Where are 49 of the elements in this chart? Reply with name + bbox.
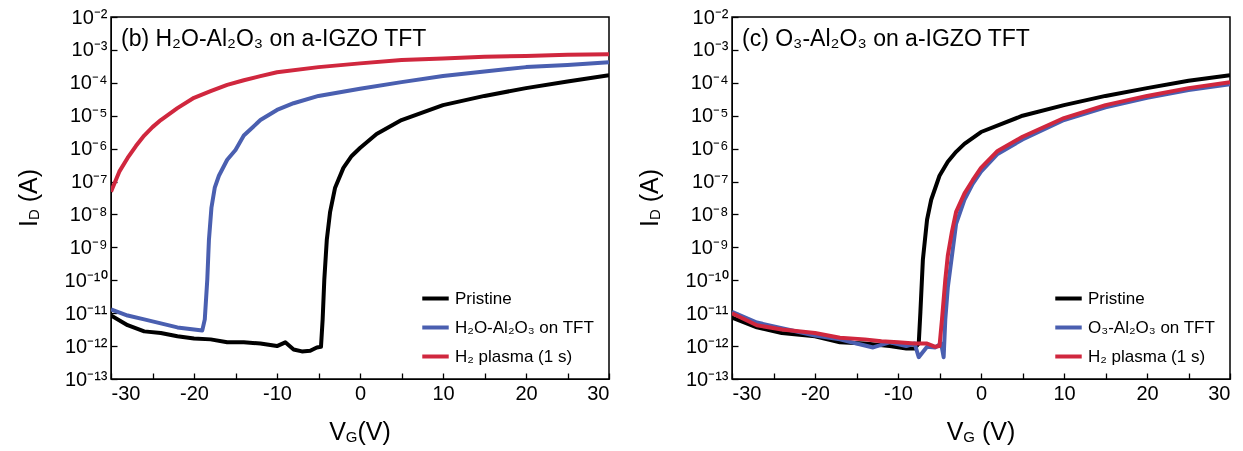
x-tick-label: -30 [732, 381, 762, 404]
y-tick-label: 10⁻¹² [685, 334, 729, 357]
legend-label: Pristine [1088, 288, 1145, 308]
y-tick-label: 10⁻⁹ [690, 235, 729, 258]
x-tick-label: -10 [884, 381, 913, 404]
x-tick-label: 0 [354, 381, 367, 404]
x-tick-label: 10 [432, 381, 455, 404]
y-tick-label: 10⁻⁸ [690, 202, 729, 225]
y-tick-label: 10⁻⁸ [69, 202, 108, 225]
y-tick-label: 10⁻¹¹ [64, 301, 108, 324]
y-tick-label: 10⁻⁷ [71, 170, 108, 193]
x-tick-label: -20 [180, 381, 209, 404]
y-tick-label: 10⁻¹⁰ [685, 268, 729, 291]
y-tick-label: 10⁻¹¹ [685, 301, 729, 324]
legend-label: H₂O-Al₂O₃ on TFT [455, 317, 594, 337]
y-tick-label: 10⁻³ [71, 38, 108, 61]
y-tick-label: 10⁻⁴ [690, 71, 729, 94]
line-series [111, 52, 609, 194]
x-axis-title: V$_{G}$(V) [329, 417, 391, 446]
legend-label: H₂ plasma (1 s) [1088, 346, 1206, 366]
chart-title: (c) O₃-Al₂O₃ on a-IGZO TFT [742, 25, 1030, 51]
y-tick-label: 10⁻⁶ [691, 137, 729, 160]
y-tick-label: 10⁻¹³ [64, 367, 108, 390]
y-tick-label: 10⁻⁵ [690, 104, 729, 127]
y-tick-label: 10⁻¹³ [685, 367, 729, 390]
x-tick-label: 30 [1208, 381, 1231, 404]
y-tick-label: 10⁻² [692, 5, 729, 28]
legend-label: H₂ plasma (1 s) [455, 346, 573, 366]
chart-title: (b) H₂O-Al₂O₃ on a-IGZO TFT [121, 25, 427, 51]
y-tick-label: 10⁻⁴ [69, 71, 108, 94]
x-axis-title: V$_{G}$ (V) [946, 417, 1016, 446]
y-tick-label: 10⁻¹² [64, 334, 108, 357]
x-tick-label: 20 [1136, 381, 1159, 404]
x-tick-label: 30 [587, 381, 610, 404]
y-tick-label: 10⁻¹⁰ [64, 268, 108, 291]
legend-label: Pristine [455, 288, 512, 308]
x-tick-label: -30 [111, 381, 141, 404]
x-tick-label: 0 [975, 381, 988, 404]
y-tick-label: 10⁻⁵ [69, 104, 108, 127]
y-tick-label: 10⁻² [71, 5, 108, 28]
y-tick-label: 10⁻⁶ [70, 137, 108, 160]
legend-label: O₃-Al₂O₃ on TFT [1088, 317, 1215, 337]
y-tick-label: 10⁻³ [692, 38, 729, 61]
x-tick-label: -20 [801, 381, 830, 404]
y-tick-label: 10⁻⁹ [69, 235, 108, 258]
y-tick-label: 10⁻⁷ [692, 170, 729, 193]
x-tick-label: 20 [515, 381, 538, 404]
x-tick-label: 10 [1053, 381, 1076, 404]
x-tick-label: -10 [263, 381, 292, 404]
